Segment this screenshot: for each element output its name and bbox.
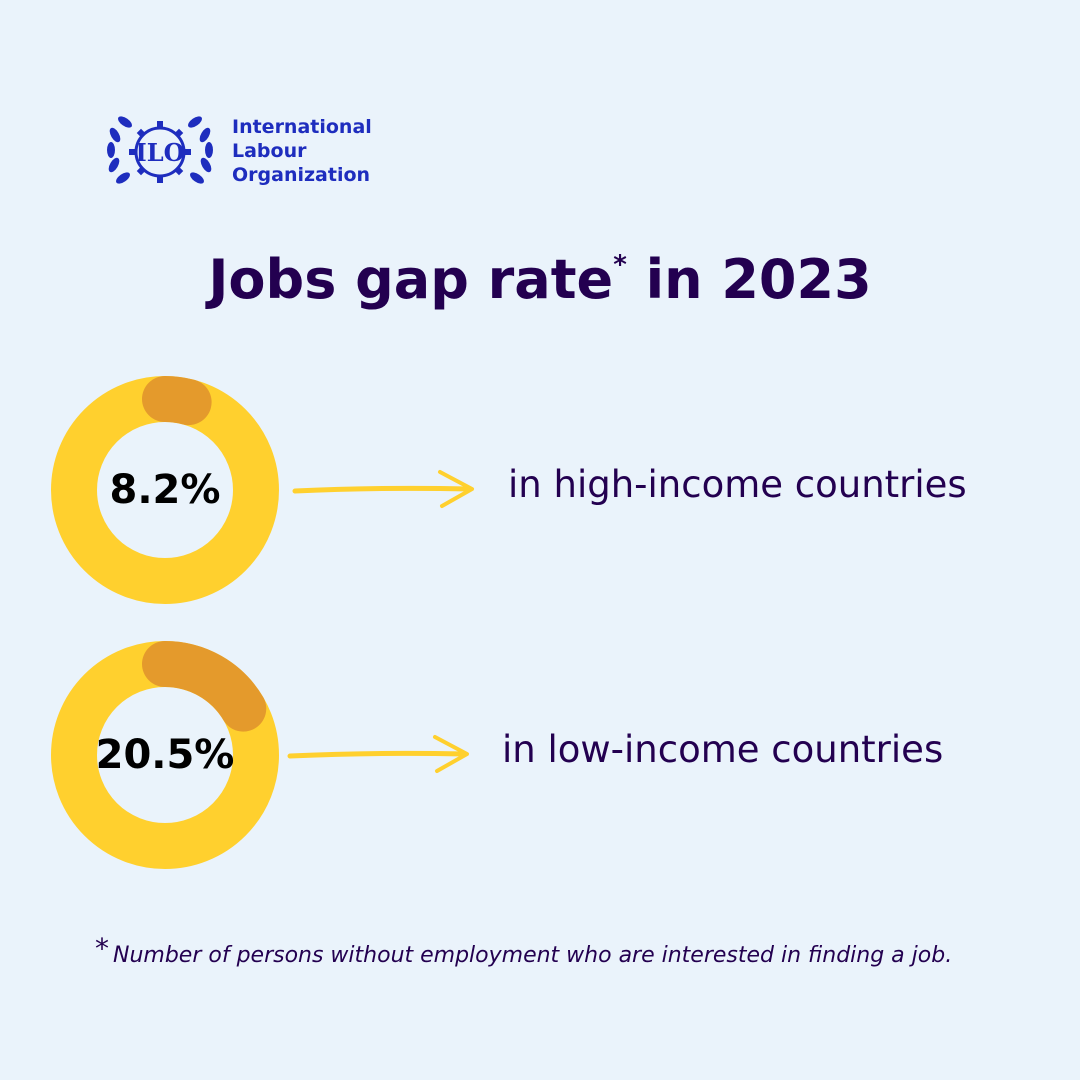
category-label: in high-income countries [508,463,967,506]
footnote: * Number of persons without employment wh… [95,932,953,969]
donut-value-arc [142,641,267,732]
donut-chart-low-income [51,641,279,869]
organization-name: International Labour Organization [232,115,372,187]
footnote-text: Number of persons without employment who… [113,943,953,968]
footnote-marker: * [95,932,109,965]
donut-value-arc [142,376,212,426]
chart-title: Jobs gap rate* in 2023 [0,248,1080,311]
value-label: 20.5% [95,732,235,778]
ilo-emblem-icon: ILO [107,116,213,184]
category-label: in low-income countries [502,728,944,771]
title-footnote-marker: * [613,250,627,280]
title-text: Jobs gap rate [208,248,614,311]
org-name-line: Organization [232,164,371,186]
title-suffix: in 2023 [645,248,872,311]
ilo-mark-text: ILO [135,138,184,167]
ilo-logo: ILO International Labour Organization [105,105,375,200]
stat-row-high-income: 8.2% in high-income countries [0,375,1080,615]
org-name-line: Labour [232,140,307,162]
donut-chart-high-income [51,376,279,604]
org-name-line: International [232,116,372,138]
value-label: 8.2% [109,467,221,513]
stat-row-low-income: 20.5% in low-income countries [0,640,1080,880]
arrow-icon [292,470,474,508]
arrow-icon [287,735,469,773]
